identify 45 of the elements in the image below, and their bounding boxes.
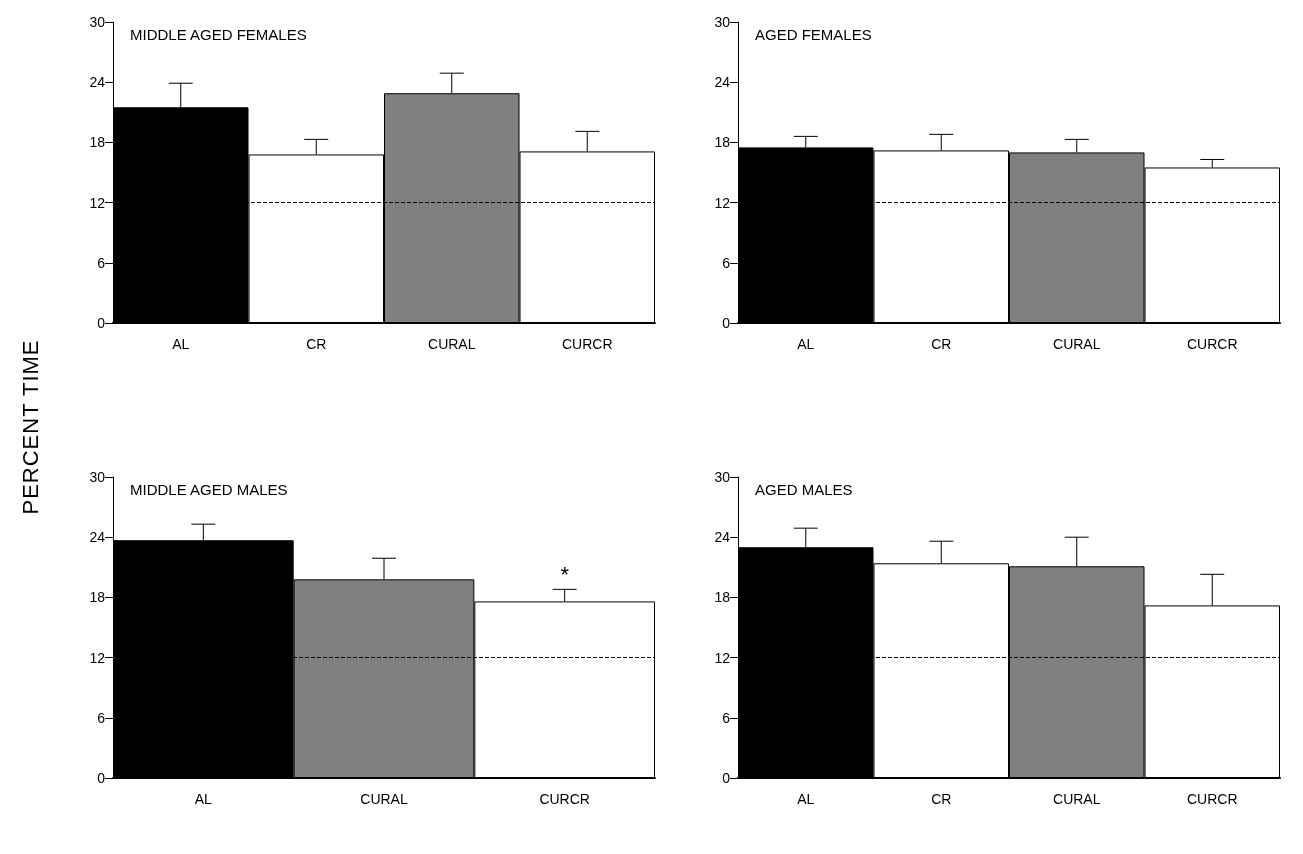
y-tick-label: 24	[89, 529, 106, 546]
x-tick-label: CURAL	[1053, 791, 1101, 807]
annotation: *	[560, 561, 570, 587]
x-tick-label: CURAL	[428, 336, 476, 352]
x-tick-label: AL	[797, 791, 815, 807]
x-tick-label: CURCR	[561, 336, 613, 352]
y-tick-label: 24	[89, 74, 106, 91]
y-axis-title: PERCENT TIME	[17, 339, 43, 515]
y-tick-label: 18	[714, 589, 731, 606]
chart-title: AGED FEMALES	[755, 26, 872, 43]
y-tick-label: 18	[714, 134, 731, 151]
x-tick-label: CR	[931, 336, 952, 352]
chart-title: MIDDLE AGED MALES	[130, 481, 288, 498]
y-tick-label: 12	[89, 194, 106, 211]
y-tick-label: 6	[97, 254, 106, 271]
y-tick-label: 18	[89, 134, 106, 151]
y-tick-label: 12	[714, 194, 731, 211]
y-tick-label: 24	[714, 529, 731, 546]
y-tick-label: 0	[97, 315, 106, 331]
y-tick-label: 0	[722, 770, 731, 786]
x-tick-label: AL	[194, 791, 213, 807]
y-tick-label: 6	[722, 254, 731, 271]
y-tick-label: 18	[89, 589, 106, 606]
y-tick-label: 12	[89, 649, 106, 666]
chart-title: MIDDLE AGED FEMALES	[130, 26, 307, 43]
y-tick-label: 12	[714, 649, 731, 666]
x-tick-label: CURCR	[539, 791, 590, 807]
y-tick-label: 6	[722, 709, 731, 726]
chart-title: AGED MALES	[755, 481, 853, 498]
y-tick-label: 0	[722, 315, 731, 331]
x-tick-label: CURAL	[360, 791, 408, 807]
x-tick-label: AL	[172, 336, 190, 352]
x-tick-label: AL	[797, 336, 815, 352]
y-tick-label: 0	[97, 770, 106, 786]
y-tick-label: 30	[89, 14, 106, 30]
x-tick-label: CURAL	[1053, 336, 1101, 352]
y-tick-label: 30	[714, 469, 731, 485]
x-tick-label: CR	[306, 336, 327, 352]
y-tick-label: 6	[97, 709, 106, 726]
x-tick-label: CURCR	[1186, 791, 1238, 807]
y-tick-label: 30	[714, 14, 731, 30]
x-tick-label: CURCR	[1186, 336, 1238, 352]
y-tick-label: 24	[714, 74, 731, 91]
x-tick-label: CR	[931, 791, 952, 807]
y-tick-label: 30	[89, 469, 106, 485]
